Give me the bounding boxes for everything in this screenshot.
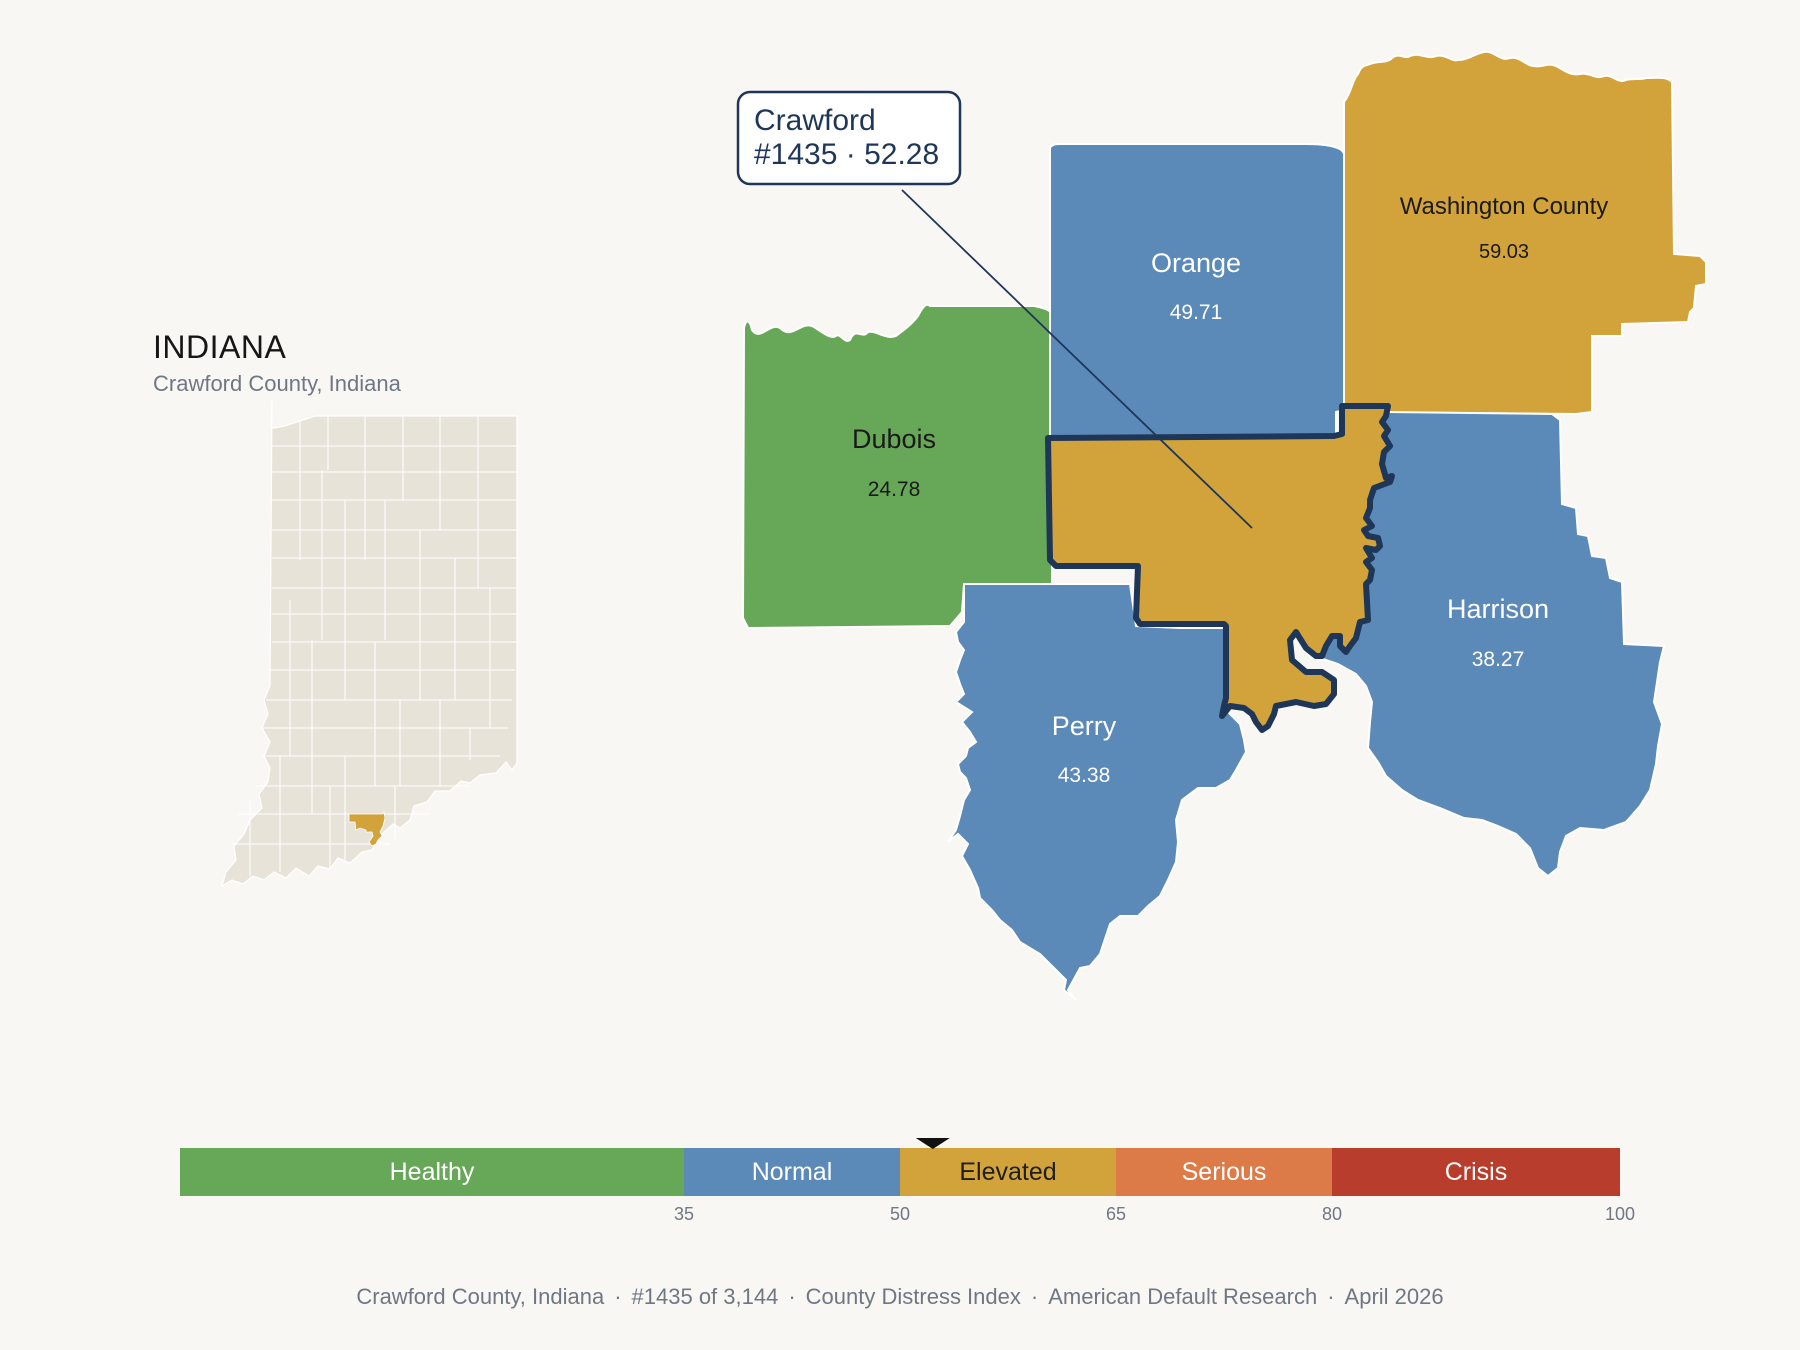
county-labels: Dubois 24.78 Orange 49.71 Washington Cou…	[852, 193, 1608, 787]
label-dubois-name: Dubois	[852, 424, 936, 454]
label-harrison-value: 38.27	[1472, 648, 1525, 671]
state-title: INDIANA	[153, 329, 287, 365]
legend-segment-serious	[1116, 1148, 1332, 1196]
legend-segment-crisis	[1332, 1148, 1620, 1196]
legend-segment-elevated	[900, 1148, 1116, 1196]
footer-index: County Distress Index	[805, 1284, 1021, 1309]
crawford-callout[interactable]: Crawford #1435 · 52.28	[736, 90, 962, 186]
legend-label-crisis: Crisis	[1445, 1158, 1508, 1186]
footer-source: American Default Research	[1048, 1284, 1318, 1309]
label-washington-name: Washington County	[1400, 193, 1609, 220]
footer-county: Crawford County, Indiana	[356, 1284, 605, 1309]
footer: Crawford County, Indiana · #1435 of 3,144 ·…	[356, 1284, 1444, 1309]
legend-label-serious: Serious	[1182, 1158, 1267, 1186]
label-harrison-name: Harrison	[1447, 594, 1549, 624]
callout-name: Crawford	[754, 104, 876, 137]
label-orange-name: Orange	[1151, 248, 1241, 278]
callout-leader	[901, 189, 1253, 529]
legend-tick-65: 65	[1106, 1204, 1126, 1224]
label-washington-value: 59.03	[1479, 241, 1529, 263]
label-orange-value: 49.71	[1170, 301, 1223, 324]
distress-scale-legend: Healthy Normal Elevated Serious Crisis 35 50 65…	[180, 1138, 1635, 1224]
county-dubois[interactable]	[741, 303, 1053, 630]
legend-tick-80: 80	[1322, 1204, 1342, 1224]
legend-marker-icon	[915, 1138, 950, 1149]
legend-label-elevated: Elevated	[959, 1158, 1056, 1186]
indiana-outline	[221, 399, 518, 888]
label-perry-name: Perry	[1052, 711, 1117, 741]
legend-label-healthy: Healthy	[390, 1158, 475, 1186]
label-dubois-value: 24.78	[868, 478, 921, 501]
legend-tick-50: 50	[890, 1204, 910, 1224]
county-crawford[interactable]	[1045, 403, 1395, 733]
state-inset-map	[221, 399, 518, 888]
inset-highlight-crawford	[348, 810, 386, 847]
callout-box	[736, 90, 962, 186]
state-subtitle: Crawford County, Indiana	[153, 371, 401, 396]
label-perry-value: 43.38	[1058, 764, 1111, 787]
legend-tick-100: 100	[1605, 1204, 1635, 1224]
county-map	[741, 50, 1707, 1001]
legend-segment-healthy	[180, 1148, 684, 1196]
county-orange[interactable]	[1049, 143, 1348, 440]
county-perry[interactable]	[947, 583, 1248, 1001]
callout-rank-score: #1435 · 52.28	[754, 138, 939, 171]
footer-rank: #1435 of 3,144	[631, 1284, 779, 1309]
legend-tick-35: 35	[674, 1204, 694, 1224]
legend-label-normal: Normal	[752, 1158, 833, 1186]
inset-county-grid	[232, 416, 517, 876]
legend-segment-normal	[684, 1148, 900, 1196]
county-washington[interactable]	[1343, 50, 1707, 416]
footer-date: April 2026	[1344, 1284, 1444, 1309]
